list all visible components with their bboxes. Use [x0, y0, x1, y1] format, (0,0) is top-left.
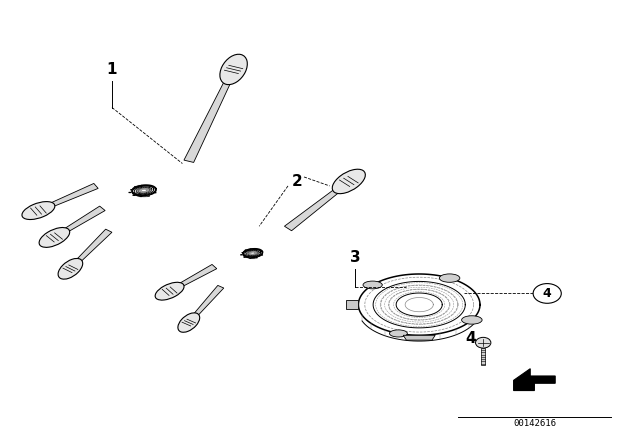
Circle shape [533, 284, 561, 303]
Ellipse shape [332, 169, 365, 194]
Ellipse shape [148, 194, 150, 195]
Ellipse shape [390, 330, 408, 337]
Polygon shape [241, 254, 243, 255]
Circle shape [476, 337, 491, 348]
Ellipse shape [140, 194, 141, 196]
Text: 00142616: 00142616 [513, 419, 556, 428]
Polygon shape [140, 196, 142, 197]
Polygon shape [284, 180, 351, 231]
Ellipse shape [58, 258, 83, 279]
Ellipse shape [220, 54, 247, 85]
Text: 2: 2 [292, 174, 303, 189]
Ellipse shape [155, 282, 184, 300]
Ellipse shape [134, 186, 136, 188]
Polygon shape [514, 369, 555, 391]
Polygon shape [184, 69, 237, 163]
Ellipse shape [244, 255, 245, 256]
Text: 4: 4 [543, 287, 552, 300]
Ellipse shape [261, 254, 262, 255]
Polygon shape [68, 229, 112, 270]
Polygon shape [244, 257, 246, 258]
Polygon shape [52, 206, 105, 239]
Polygon shape [168, 264, 217, 293]
Polygon shape [346, 300, 358, 310]
Polygon shape [481, 348, 485, 365]
Ellipse shape [132, 193, 134, 194]
Text: 3: 3 [350, 250, 360, 265]
Ellipse shape [440, 274, 460, 282]
Text: 4: 4 [465, 331, 476, 346]
Ellipse shape [154, 192, 156, 193]
Ellipse shape [178, 313, 200, 332]
Polygon shape [187, 285, 224, 323]
Ellipse shape [39, 228, 70, 247]
Ellipse shape [22, 202, 55, 220]
Ellipse shape [242, 252, 243, 253]
Polygon shape [37, 183, 98, 212]
Ellipse shape [245, 250, 246, 251]
Ellipse shape [363, 281, 382, 289]
Polygon shape [129, 192, 131, 193]
Polygon shape [403, 335, 435, 340]
Text: 1: 1 [107, 62, 117, 77]
Ellipse shape [461, 316, 482, 324]
